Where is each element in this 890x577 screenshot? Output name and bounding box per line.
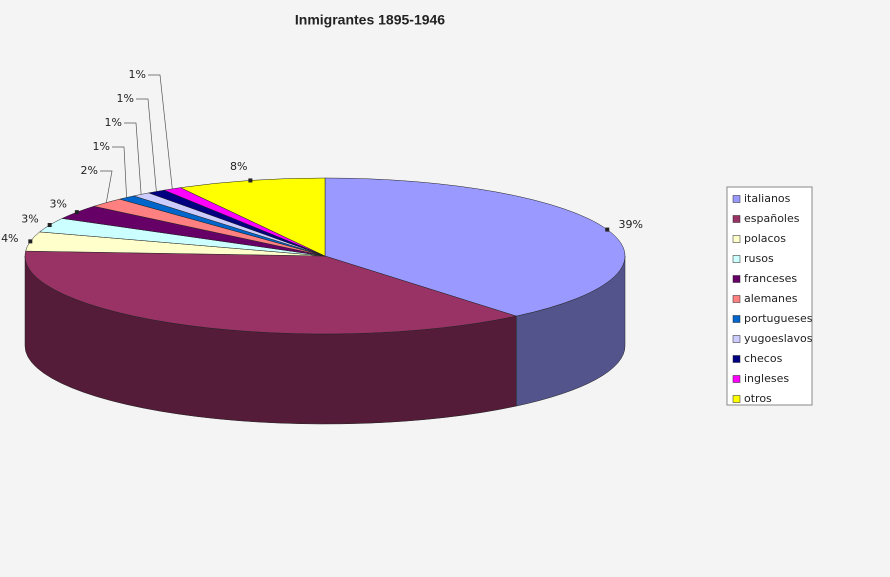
legend-label: alemanes (744, 292, 798, 305)
data-label: 3% (21, 212, 38, 225)
legend-box (726, 186, 813, 406)
legend-label: italianos (744, 192, 791, 205)
leader-line (124, 122, 142, 195)
label-anchor (28, 239, 33, 244)
legend-swatch (732, 375, 741, 383)
label-anchor (248, 178, 253, 183)
label-anchor (74, 210, 79, 215)
legend-swatch (732, 275, 741, 283)
legend-label: otros (744, 392, 772, 405)
leader-line (112, 146, 127, 198)
legend-label: españoles (744, 212, 800, 225)
legend-label: polacos (744, 232, 786, 245)
legend-swatch (732, 215, 741, 223)
legend-label: rusos (744, 252, 774, 265)
data-label: 1% (117, 92, 134, 105)
leader-line (148, 74, 173, 189)
data-label: 1% (93, 140, 110, 153)
data-label: 4% (1, 232, 18, 245)
legend-swatch (732, 295, 741, 303)
legend-label: franceses (744, 272, 797, 285)
data-label: 39% (619, 218, 643, 231)
data-label: 8% (230, 160, 247, 173)
legend-swatch (732, 355, 741, 363)
slice (24, 250, 518, 335)
legend-swatch (732, 395, 741, 403)
legend-swatch (732, 195, 741, 203)
data-label: 3% (49, 197, 66, 210)
legend-swatch (732, 255, 741, 263)
leader-line (100, 170, 113, 203)
legend-label: yugoeslavos (744, 332, 813, 345)
legend-swatch (732, 235, 741, 243)
label-anchor (605, 227, 610, 232)
data-label: 2% (81, 164, 98, 177)
chart-title: Inmigrantes 1895-1946 (295, 12, 445, 28)
legend-label: ingleses (744, 372, 789, 385)
data-label: 1% (129, 68, 146, 81)
label-anchor (47, 223, 52, 228)
data-label: 1% (105, 116, 122, 129)
legend-label: portugueses (744, 312, 813, 325)
legend-label: checos (744, 352, 783, 365)
legend-swatch (732, 315, 741, 323)
legend-swatch (732, 335, 741, 343)
leader-line (136, 98, 157, 192)
